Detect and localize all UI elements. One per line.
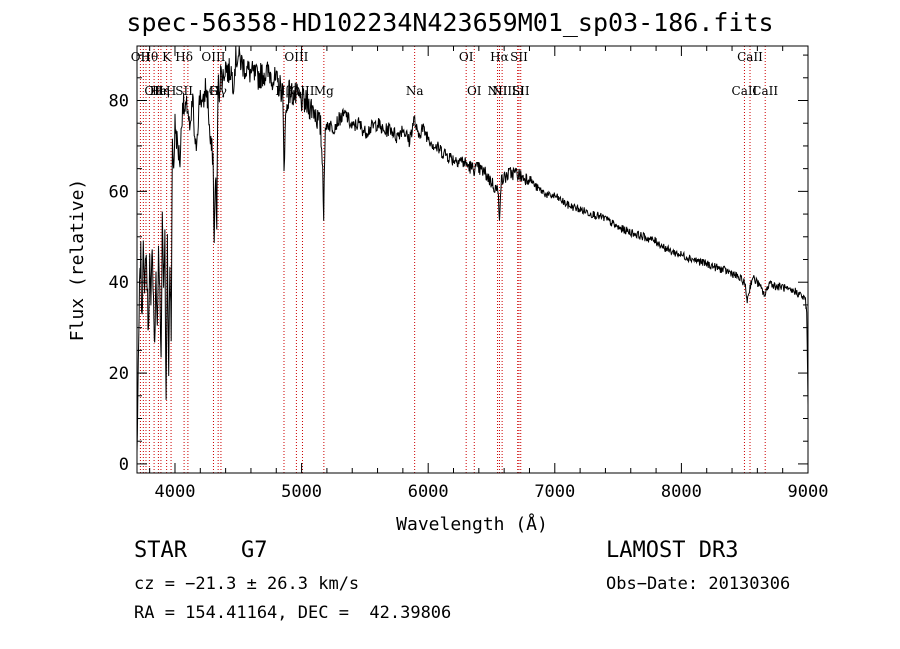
line-label-bottom: CaII <box>732 84 758 98</box>
line-label-top: OIII <box>284 50 308 64</box>
line-label-bottom: He <box>150 84 168 98</box>
x-axis-label: Wavelength (Å) <box>396 513 548 535</box>
y-tick-label: 20 <box>109 364 129 384</box>
line-label-top: OIII <box>201 50 225 64</box>
line-label-bottom: OII <box>144 84 164 98</box>
line-label-bottom: Hβ <box>275 84 292 98</box>
y-tick-label: 60 <box>109 182 129 202</box>
x-tick-label: 4000 <box>155 482 196 502</box>
line-label-top: Hα <box>490 50 509 64</box>
y-tick-label: 40 <box>109 273 129 293</box>
line-label-bottom: G <box>209 84 219 98</box>
line-label-bottom: NII <box>492 84 512 98</box>
x-tick-label: 5000 <box>281 482 322 502</box>
line-label-bottom: Na <box>406 84 424 98</box>
axes-layer <box>136 45 809 474</box>
survey-name: LAMOST DR3 <box>606 538 739 563</box>
series-layer <box>136 45 809 453</box>
line-label-top: OII <box>131 50 151 64</box>
obs-date: Obs−Date: 20130306 <box>606 574 791 594</box>
x-tick-label: 7000 <box>534 482 575 502</box>
coordinates: RA = 154.41164, DEC = 42.39806 <box>134 603 452 623</box>
line-label-bottom: Hη <box>152 84 170 98</box>
line-label-bottom: Li <box>512 84 524 98</box>
line-label-top: Hθ <box>141 50 159 64</box>
x-tick-label: 6000 <box>408 482 449 502</box>
line-label-top: Hδ <box>175 50 193 64</box>
x-tick-label: 8000 <box>661 482 702 502</box>
line-label-bottom: SII <box>175 84 193 98</box>
line-label-bottom: NII <box>488 84 508 98</box>
flux-series-line <box>136 45 809 453</box>
y-tick-label: 0 <box>119 455 129 475</box>
line-label-top: OI <box>459 50 474 64</box>
redshift-readout: cz = −21.3 ± 26.3 km/s <box>134 574 360 594</box>
object-class: STAR <box>134 538 187 563</box>
line-label-top: K <box>162 50 172 64</box>
line-label-bottom: Mg <box>314 84 334 98</box>
chart-title: spec-56358-HD102234N423659M01_sp03-186.f… <box>126 8 774 37</box>
line-label-bottom: SII <box>512 84 530 98</box>
line-label-top: SII <box>510 50 528 64</box>
line-label-bottom: CaII <box>752 84 778 98</box>
line-label-bottom: Hγ <box>209 84 227 98</box>
ticks-layer: 4000 5000 6000 7000 8000 9000 0 20 40 60 80 <box>109 46 829 502</box>
x-tick-label: 9000 <box>788 482 829 502</box>
line-label-bottom: OI <box>467 84 482 98</box>
spectral-lines-layer <box>139 46 766 473</box>
line-label-bottom: H <box>166 84 176 98</box>
object-subclass: G7 <box>241 538 268 563</box>
plot-frame <box>136 45 809 474</box>
line-label-top: CaII <box>737 50 763 64</box>
y-axis-label: Flux (relative) <box>67 179 88 342</box>
y-tick-label: 80 <box>109 92 129 112</box>
line-label-bottom: OIII <box>290 84 314 98</box>
